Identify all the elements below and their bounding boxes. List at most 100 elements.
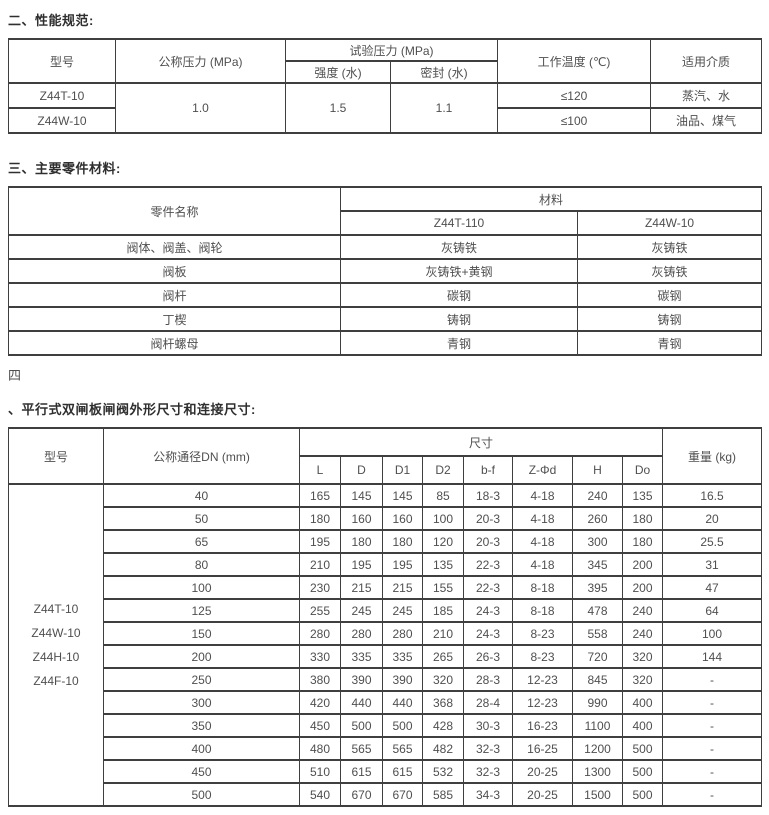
table-cell: 440	[382, 690, 423, 715]
table-cell: 12-23	[512, 690, 573, 715]
table-cell: 32-3	[463, 759, 513, 784]
table-cell: 22-3	[463, 575, 513, 600]
table-cell: 250	[103, 667, 300, 692]
table-cell: 500	[621, 759, 664, 784]
header-dn: 公称通径DN (mm)	[103, 427, 300, 485]
table-cell: -	[662, 690, 763, 715]
table-cell: 16.5	[662, 483, 763, 508]
table-cell: 135	[422, 552, 464, 577]
table-cell: 16-25	[512, 736, 573, 761]
table-row: 阀板 灰铸铁+黄钢 灰铸铁	[8, 258, 763, 284]
table-cell: 845	[572, 667, 623, 692]
table-cell: 500	[103, 782, 300, 807]
table-cell: 灰铸铁	[576, 258, 763, 284]
table-cell: 428	[422, 713, 464, 738]
table-cell: 510	[299, 759, 341, 784]
table-cell: 670	[382, 782, 423, 807]
table-cell: 100	[103, 575, 300, 600]
dimensions-table: 型号 公称通径DN (mm) 尺寸 重量 (kg) L D D1 D2 b-f …	[8, 427, 763, 807]
table-cell: 480	[299, 736, 341, 761]
table-cell: 440	[340, 690, 383, 715]
table-cell: 500	[382, 713, 423, 738]
table-cell: 120	[422, 529, 464, 554]
table-cell: 18-3	[463, 483, 513, 508]
header-dim-d1: D1	[382, 455, 423, 485]
table-cell: 280	[382, 621, 423, 646]
table-cell: 300	[103, 690, 300, 715]
table-header-row: 零件名称 材料	[8, 186, 763, 236]
table-cell: 380	[299, 667, 341, 692]
table-cell: 500	[621, 782, 664, 807]
table-row: Z44W-10 ≤100 油品、煤气	[8, 107, 763, 134]
table-cell: 585	[422, 782, 464, 807]
table-cell: 32-3	[463, 736, 513, 761]
table-cell: 615	[340, 759, 383, 784]
table-cell: 1.0	[115, 82, 286, 134]
table-cell: 145	[382, 483, 423, 508]
table-cell: 灰铸铁	[576, 234, 763, 260]
table-cell: 蒸汽、水	[650, 82, 763, 109]
header-test-pressure: 试验压力 (MPa)	[284, 38, 499, 62]
model-name: Z44H-10	[32, 650, 80, 664]
table-cell: 4-18	[512, 506, 573, 531]
table-row: 65 195 180 180 120 20-3 4-18 300 180 25.…	[9, 529, 763, 554]
table-cell: 330	[299, 644, 341, 669]
table-cell: 100	[422, 506, 464, 531]
table-cell: 200	[621, 575, 664, 600]
table-cell: 灰铸铁	[340, 234, 578, 260]
table-cell: 阀体、阀盖、阀轮	[8, 234, 341, 260]
table-cell: 1500	[572, 782, 623, 807]
table-row: 125 255 245 245 185 24-3 8-18 478 240 64	[9, 598, 763, 623]
table-row: 350 450 500 500 428 30-3 16-23 1100 400 …	[9, 713, 763, 738]
table-cell: 155	[422, 575, 464, 600]
table-cell: Z44W-10	[8, 107, 116, 134]
table-cell: 4-18	[512, 483, 573, 508]
table-header-row: 强度 (水) 密封 (水)	[9, 60, 762, 84]
table-cell: 180	[621, 529, 664, 554]
table-cell: 265	[422, 644, 464, 669]
table-cell: 320	[422, 667, 464, 692]
table-cell: 240	[572, 483, 623, 508]
table-cell: 400	[621, 690, 664, 715]
table-cell: Z44T-10	[8, 82, 116, 109]
table-cell: 160	[340, 506, 383, 531]
table-cell: -	[662, 736, 763, 761]
section-title-performance: 二、性能规范:	[8, 13, 94, 28]
table-cell: 65	[103, 529, 300, 554]
table-cell: 350	[103, 713, 300, 738]
table-cell: 395	[572, 575, 623, 600]
header-model: 型号	[8, 427, 104, 485]
table-cell: 215	[382, 575, 423, 600]
table-cell: 260	[572, 506, 623, 531]
table-cell: 165	[299, 483, 341, 508]
model-name: Z44T-10	[33, 602, 79, 616]
table-cell: 245	[340, 598, 383, 623]
table-cell: 阀杆	[8, 282, 341, 308]
table-row: 500 540 670 670 585 34-3 20-25 1500 500 …	[9, 782, 763, 807]
table-cell: 500	[621, 736, 664, 761]
table-cell: 215	[340, 575, 383, 600]
header-model-2: Z44W-10	[576, 210, 763, 236]
table-cell: 400	[621, 713, 664, 738]
table-cell: 丁楔	[8, 306, 341, 332]
table-cell: 碳钢	[340, 282, 578, 308]
table-cell: 368	[422, 690, 464, 715]
table-cell: -	[662, 667, 763, 692]
table-cell: 64	[662, 598, 763, 623]
table-row: 阀杆螺母 青钢 青钢	[8, 330, 763, 356]
table-cell: 450	[299, 713, 341, 738]
table-row: 阀杆 碳钢 碳钢	[8, 282, 763, 308]
table-cell: ≤100	[497, 107, 652, 134]
table-cell: 280	[340, 621, 383, 646]
table-row: 200 330 335 335 265 26-3 8-23 720 320 14…	[9, 644, 763, 669]
table-row: 100 230 215 215 155 22-3 8-18 395 200 47	[9, 575, 763, 600]
table-header-row: L D D1 D2 b-f Z-Φd H Do	[9, 455, 762, 485]
header-strength: 强度 (水)	[285, 60, 391, 84]
section-title-dimensions: 、平行式双闸板闸阀外形尺寸和连接尺寸:	[8, 402, 256, 417]
table-cell: 铸钢	[576, 306, 763, 332]
table-row: 丁楔 铸钢 铸钢	[8, 306, 763, 332]
table-cell: 320	[621, 667, 664, 692]
header-dim-l: L	[299, 455, 341, 485]
table-cell: 180	[621, 506, 664, 531]
